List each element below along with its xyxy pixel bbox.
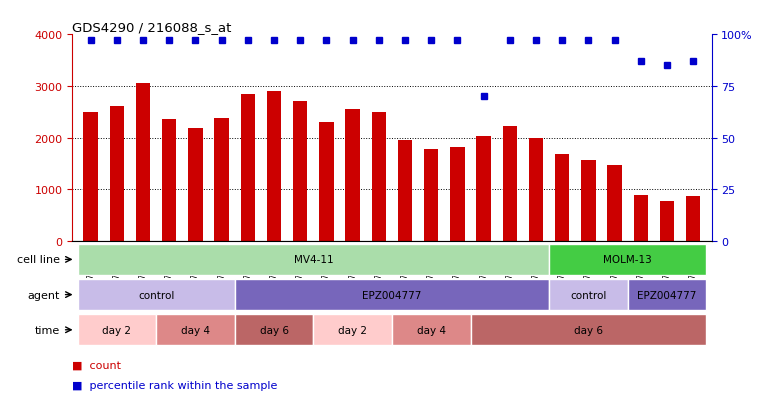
Text: agent: agent: [27, 290, 59, 300]
Bar: [319, 122, 333, 242]
Text: control: control: [138, 290, 174, 300]
FancyBboxPatch shape: [314, 314, 392, 346]
Text: cell line: cell line: [17, 255, 59, 265]
FancyBboxPatch shape: [470, 314, 706, 346]
FancyBboxPatch shape: [234, 314, 314, 346]
Bar: [660, 202, 674, 242]
Text: day 2: day 2: [102, 325, 132, 335]
Bar: [398, 140, 412, 242]
Bar: [188, 129, 202, 242]
Bar: [529, 138, 543, 242]
FancyBboxPatch shape: [549, 279, 628, 311]
Bar: [634, 195, 648, 242]
Text: EPZ004777: EPZ004777: [362, 290, 422, 300]
Bar: [424, 150, 438, 242]
Bar: [267, 92, 282, 242]
FancyBboxPatch shape: [78, 279, 234, 311]
Bar: [215, 119, 229, 242]
Text: control: control: [570, 290, 607, 300]
Bar: [686, 196, 700, 242]
Text: GDS4290 / 216088_s_at: GDS4290 / 216088_s_at: [72, 21, 231, 34]
FancyBboxPatch shape: [156, 314, 234, 346]
Bar: [607, 165, 622, 242]
Bar: [502, 126, 517, 242]
Text: MV4-11: MV4-11: [294, 255, 333, 265]
Bar: [555, 155, 569, 242]
Bar: [581, 161, 596, 242]
Bar: [162, 120, 177, 242]
FancyBboxPatch shape: [234, 279, 549, 311]
Bar: [135, 84, 150, 242]
Text: day 2: day 2: [338, 325, 367, 335]
Bar: [240, 95, 255, 242]
Bar: [293, 102, 307, 242]
Text: day 4: day 4: [181, 325, 210, 335]
Bar: [371, 113, 386, 242]
FancyBboxPatch shape: [549, 244, 706, 275]
Text: day 6: day 6: [574, 325, 603, 335]
FancyBboxPatch shape: [78, 314, 156, 346]
Text: MOLM-13: MOLM-13: [603, 255, 652, 265]
Text: day 4: day 4: [417, 325, 446, 335]
FancyBboxPatch shape: [628, 279, 706, 311]
Text: ■  count: ■ count: [72, 360, 121, 370]
Bar: [110, 106, 124, 242]
Text: EPZ004777: EPZ004777: [637, 290, 696, 300]
Bar: [345, 109, 360, 242]
FancyBboxPatch shape: [392, 314, 470, 346]
Bar: [451, 147, 465, 242]
FancyBboxPatch shape: [78, 244, 549, 275]
Bar: [84, 113, 98, 242]
Text: day 6: day 6: [260, 325, 288, 335]
Text: ■  percentile rank within the sample: ■ percentile rank within the sample: [72, 380, 278, 390]
Bar: [476, 136, 491, 242]
Text: time: time: [34, 325, 59, 335]
